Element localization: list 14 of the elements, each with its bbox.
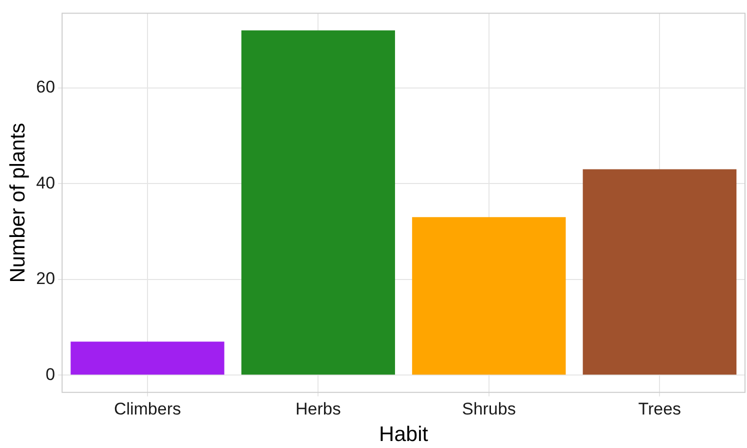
x-tick-label: Climbers bbox=[114, 399, 181, 418]
bar bbox=[412, 217, 566, 375]
x-axis-title: Habit bbox=[379, 423, 428, 446]
y-tick-label: 0 bbox=[46, 364, 56, 384]
y-axis-title: Number of plants bbox=[6, 122, 30, 283]
bar bbox=[70, 342, 224, 375]
y-tick-label: 20 bbox=[36, 269, 56, 288]
x-tick-label: Herbs bbox=[296, 399, 341, 418]
x-tick-label: Trees bbox=[638, 399, 682, 418]
bar bbox=[582, 169, 736, 375]
bar bbox=[241, 30, 396, 375]
y-tick-label: 60 bbox=[36, 78, 56, 97]
y-tick-label: 40 bbox=[36, 173, 56, 192]
x-tick-label: Shrubs bbox=[462, 399, 516, 418]
